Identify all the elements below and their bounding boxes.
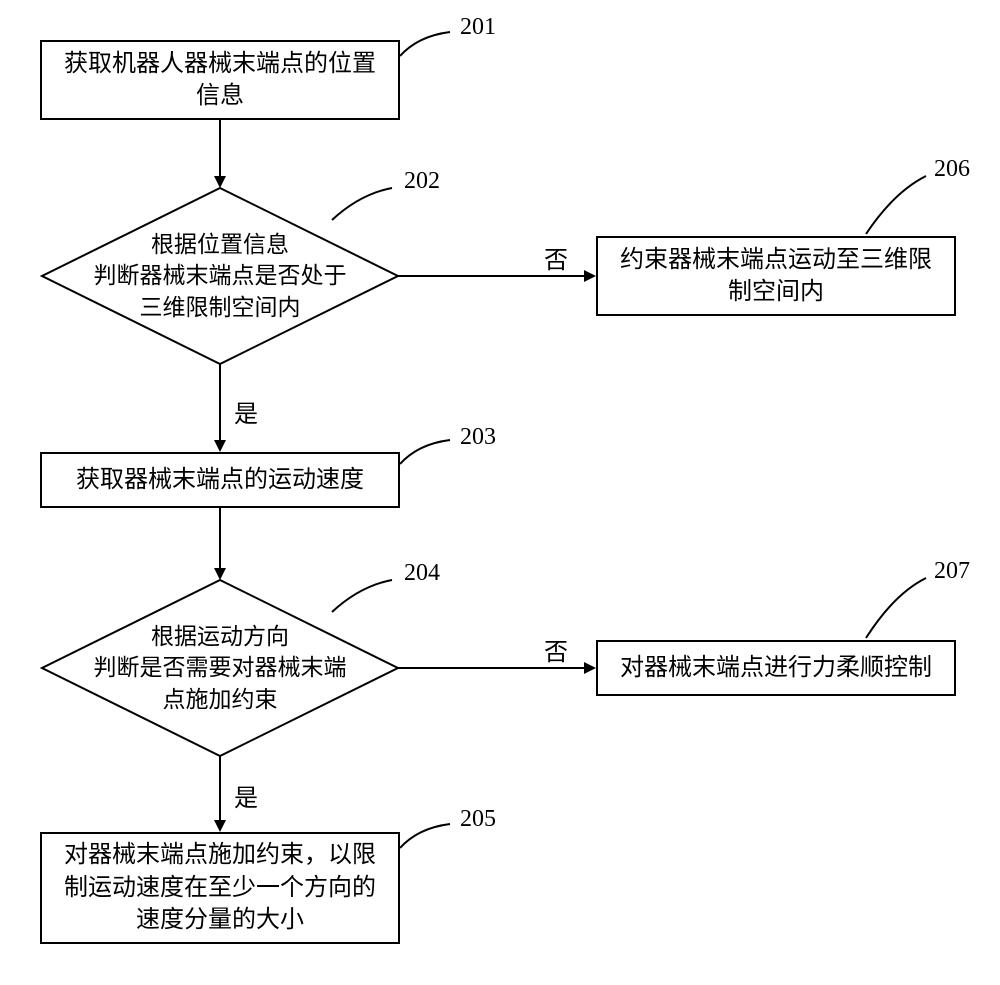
leader-204 bbox=[330, 578, 400, 618]
arrow-204-207 bbox=[398, 658, 598, 678]
arrow-204-205 bbox=[210, 756, 230, 834]
label-203: 203 bbox=[460, 424, 496, 451]
label-206: 206 bbox=[934, 156, 970, 183]
node-205: 对器械末端点施加约束，以限 制运动速度在至少一个方向的 速度分量的大小 bbox=[40, 832, 400, 944]
arrow-202-206 bbox=[398, 266, 598, 286]
node-207: 对器械末端点进行力柔顺控制 bbox=[596, 640, 956, 696]
edge-204-yes: 是 bbox=[234, 778, 258, 813]
leader-202 bbox=[330, 186, 400, 226]
edge-202-yes: 是 bbox=[234, 394, 258, 429]
edge-202-no: 否 bbox=[544, 240, 568, 275]
arrow-201-202 bbox=[210, 120, 230, 190]
label-205: 205 bbox=[460, 806, 496, 833]
node-206: 约束器械末端点运动至三维限 制空间内 bbox=[596, 236, 956, 316]
arrow-203-204 bbox=[210, 508, 230, 582]
node-206-text: 约束器械末端点运动至三维限 制空间内 bbox=[620, 244, 932, 309]
label-202: 202 bbox=[404, 168, 440, 195]
leader-203 bbox=[398, 438, 458, 468]
node-201-text: 获取机器人器械末端点的位置 信息 bbox=[64, 48, 376, 113]
leader-205 bbox=[398, 822, 458, 852]
leader-201 bbox=[398, 30, 458, 60]
node-203: 获取器械末端点的运动速度 bbox=[40, 452, 400, 508]
node-205-text: 对器械末端点施加约束，以限 制运动速度在至少一个方向的 速度分量的大小 bbox=[64, 839, 376, 936]
node-203-text: 获取器械末端点的运动速度 bbox=[76, 464, 364, 496]
node-202-text: 根据位置信息 判断器械末端点是否处于 三维限制空间内 bbox=[94, 229, 347, 322]
leader-207 bbox=[864, 576, 934, 642]
label-201: 201 bbox=[460, 14, 496, 41]
node-204-text: 根据运动方向 判断是否需要对器械末端 点施加约束 bbox=[94, 621, 347, 714]
label-204: 204 bbox=[404, 560, 440, 587]
label-207: 207 bbox=[934, 558, 970, 585]
node-201: 获取机器人器械末端点的位置 信息 bbox=[40, 40, 400, 120]
node-207-text: 对器械末端点进行力柔顺控制 bbox=[620, 652, 932, 684]
leader-206 bbox=[864, 174, 934, 238]
flowchart-canvas: 获取机器人器械末端点的位置 信息 201 根据位置信息 判断器械末端点是否处于 … bbox=[0, 0, 1000, 985]
edge-204-no: 否 bbox=[544, 632, 568, 667]
arrow-202-203 bbox=[210, 364, 230, 454]
